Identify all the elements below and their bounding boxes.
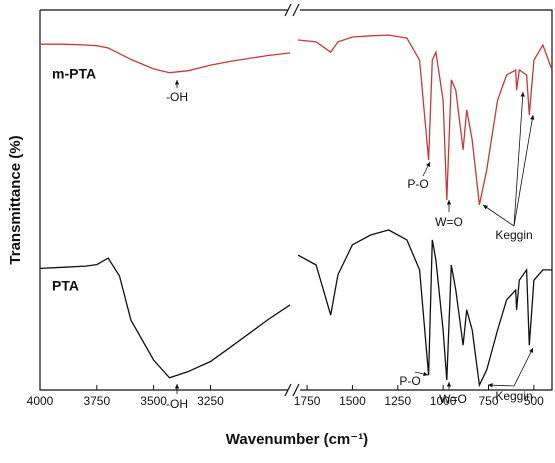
annotation: Keggin xyxy=(495,389,532,403)
spectrum-line xyxy=(297,229,552,388)
arrow-head xyxy=(488,382,493,388)
annotation-arrow xyxy=(482,204,515,227)
annotation: W=O xyxy=(439,392,467,406)
x-tick-label: 3750 xyxy=(83,394,110,408)
x-axis-title: Wavenumber (cm⁻¹) xyxy=(226,431,368,448)
x-tick-label: 500 xyxy=(524,394,544,408)
annotation: Keggin xyxy=(495,228,532,242)
x-tick-label: 3500 xyxy=(140,394,167,408)
spectrum-line xyxy=(40,43,291,74)
series-label: PTA xyxy=(52,278,79,294)
arrow-head xyxy=(520,92,525,97)
annotation: W=O xyxy=(435,215,463,229)
annotation: -OH xyxy=(166,397,188,411)
arrow-head xyxy=(426,162,430,167)
arrow-head xyxy=(174,80,180,85)
x-tick-label: 1250 xyxy=(384,394,411,408)
arrow-head xyxy=(423,371,428,377)
arrow-head xyxy=(530,115,535,120)
series-label: m-PTA xyxy=(52,66,96,82)
x-tick-label: 750 xyxy=(478,394,498,408)
spectrum-line xyxy=(297,34,553,206)
arrow-head xyxy=(446,200,452,205)
arrow-head xyxy=(446,382,452,387)
x-tick-label: 3250 xyxy=(197,394,224,408)
x-tick-label: 1000 xyxy=(430,394,457,408)
x-tick-label: 1750 xyxy=(294,394,321,408)
annotation-arrow xyxy=(513,91,524,227)
annotation-arrow xyxy=(513,114,534,227)
annotation: P-O xyxy=(407,177,428,191)
x-tick-label: 1500 xyxy=(339,394,366,408)
spectrum-line xyxy=(39,257,291,379)
arrow-head xyxy=(483,205,488,210)
arrow-head xyxy=(174,384,180,389)
x-tick-label: 4000 xyxy=(27,394,54,408)
arrow-head xyxy=(529,348,533,353)
annotation: P-O xyxy=(399,374,420,388)
y-axis-title: Transmittance (%) xyxy=(7,135,24,264)
frame xyxy=(39,3,553,397)
annotation-arrow xyxy=(513,347,534,387)
annotation: -OH xyxy=(166,90,188,104)
